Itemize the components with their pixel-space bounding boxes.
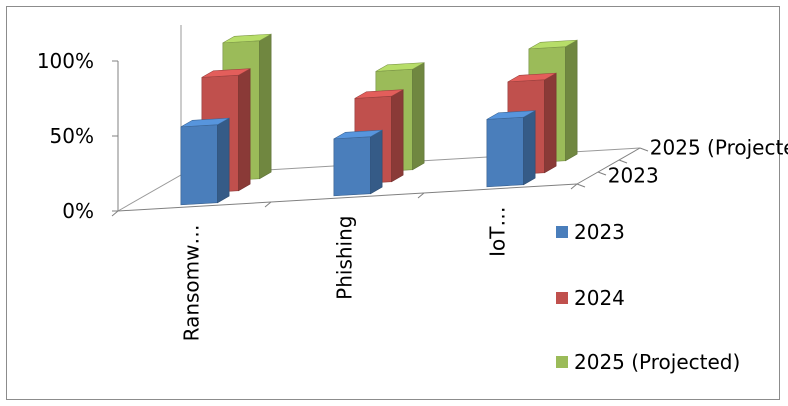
bar-side-face bbox=[544, 72, 557, 174]
depth-tick bbox=[639, 147, 649, 152]
category-label: IoT… bbox=[486, 207, 510, 257]
legend-label-2025-projected: 2025 (Projected) bbox=[574, 350, 741, 374]
legend-item-2025-projected: 2025 (Projected) bbox=[556, 350, 740, 374]
bar-front-face bbox=[333, 136, 371, 197]
depth-axis-label: 2023 bbox=[608, 163, 659, 187]
legend-item-2024: 2024 bbox=[556, 286, 625, 310]
depth-tick bbox=[618, 159, 628, 164]
bar-top-face bbox=[375, 62, 425, 72]
legend-item-2023: 2023 bbox=[556, 220, 625, 244]
category-tick bbox=[111, 210, 119, 217]
bar-side-face bbox=[412, 62, 425, 171]
depth-tick bbox=[597, 171, 607, 176]
legend-swatch-2025-projected bbox=[556, 356, 568, 368]
bar-top-face bbox=[222, 33, 272, 44]
bar-side-face bbox=[217, 117, 230, 204]
bar-top-face bbox=[354, 89, 404, 99]
bar-side-face bbox=[391, 89, 404, 183]
legend-swatch-2024 bbox=[556, 292, 568, 304]
bar-2023-0 bbox=[180, 117, 230, 206]
bar-top-face bbox=[180, 117, 230, 128]
bar-side-face bbox=[523, 110, 536, 186]
category-label: Phishing bbox=[333, 216, 357, 300]
bar-top-face bbox=[486, 110, 536, 120]
chart-bars bbox=[180, 33, 578, 206]
category-tick bbox=[264, 201, 272, 208]
bar-front-face bbox=[180, 124, 218, 206]
legend-label-2023: 2023 bbox=[574, 220, 625, 244]
bar-top-face bbox=[528, 39, 578, 50]
value-tick-label: 0% bbox=[62, 199, 94, 223]
bar-top-face bbox=[507, 72, 557, 83]
bar-2023-1 bbox=[333, 129, 383, 197]
bar-side-face bbox=[370, 129, 383, 195]
depth-axis-line bbox=[576, 147, 641, 185]
bar-side-face bbox=[238, 68, 251, 192]
category-tick bbox=[570, 183, 578, 190]
bar-side-face bbox=[259, 33, 272, 180]
category-tick bbox=[417, 192, 425, 199]
value-tick-label: 100% bbox=[37, 49, 94, 73]
bar-top-face bbox=[333, 129, 383, 140]
legend-label-2024: 2024 bbox=[574, 286, 625, 310]
category-label: Ransomw… bbox=[180, 225, 204, 342]
bar-side-face bbox=[565, 39, 578, 162]
category-axis-line bbox=[117, 183, 578, 212]
value-tick-label: 50% bbox=[50, 124, 94, 148]
bar-top-face bbox=[201, 68, 251, 78]
depth-axis-label: 2025 (Projected) bbox=[650, 135, 788, 159]
depth-tick bbox=[576, 183, 586, 188]
chart-labels: 100% 50% 0% Ransomw… Phishing IoT… 2025 (Proje… bbox=[37, 49, 788, 341]
legend-swatch-2023 bbox=[556, 226, 568, 238]
bar-2023-2 bbox=[486, 110, 536, 188]
bar-front-face bbox=[486, 116, 524, 188]
